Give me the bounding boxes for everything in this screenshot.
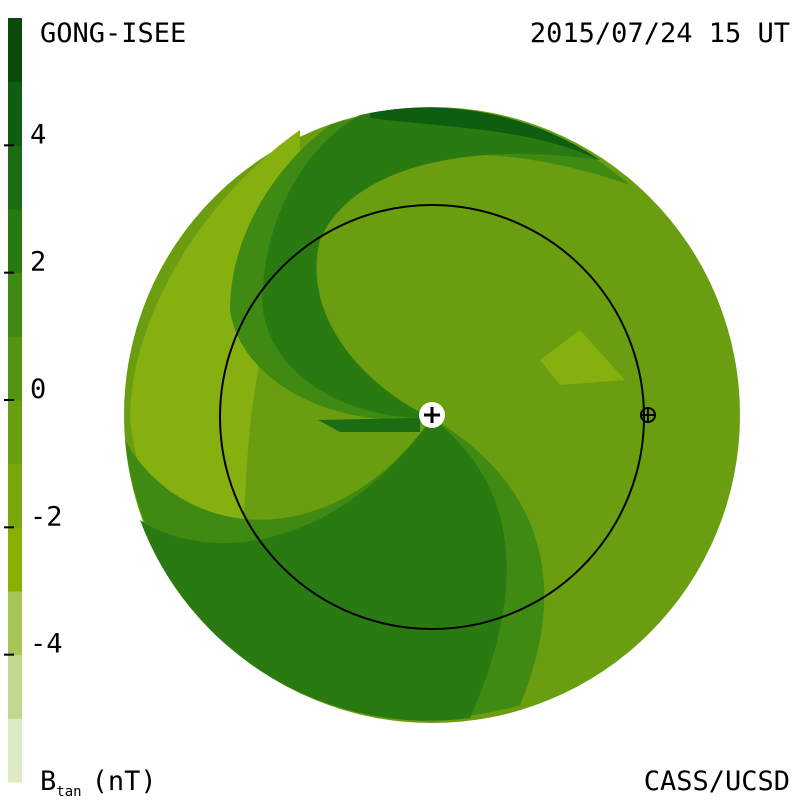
colorbar-band <box>8 81 22 146</box>
region <box>262 107 600 419</box>
colorbar-band <box>8 654 22 719</box>
colorbar-band <box>8 718 22 783</box>
tick-label: 2 <box>30 247 46 278</box>
colorbar-band <box>8 145 22 210</box>
earth-cross <box>641 408 655 422</box>
subscript: tan <box>56 784 81 800</box>
region <box>540 330 625 385</box>
tick-label: 0 <box>30 374 46 405</box>
colorbar-band <box>8 463 22 528</box>
colorbar-band <box>8 18 22 83</box>
disk <box>124 107 740 723</box>
colorbar-label: Btan (nT) <box>40 766 157 800</box>
sun-cross <box>424 407 440 423</box>
timestamp: 2015/07/24 15 UT <box>530 18 790 49</box>
colorbar-band <box>8 400 22 465</box>
earth-orbit <box>219 204 645 630</box>
colorbar-band <box>8 209 22 274</box>
tick-label: 4 <box>30 119 46 150</box>
tick-label: -2 <box>30 501 63 532</box>
symbol: B <box>40 766 56 797</box>
colorbar-band <box>8 527 22 592</box>
colorbar-band <box>8 591 22 656</box>
colorbar-band <box>8 272 22 337</box>
colorbar-band <box>8 336 22 401</box>
region <box>140 418 507 721</box>
region <box>370 107 600 160</box>
region <box>318 418 420 432</box>
credit: CASS/UCSD <box>644 766 790 797</box>
tick-label: -4 <box>30 629 63 660</box>
colorbar: 4 2 0 -2 -4 <box>4 18 63 783</box>
title: GONG-ISEE <box>40 18 186 49</box>
unit: (nT) <box>92 766 157 797</box>
